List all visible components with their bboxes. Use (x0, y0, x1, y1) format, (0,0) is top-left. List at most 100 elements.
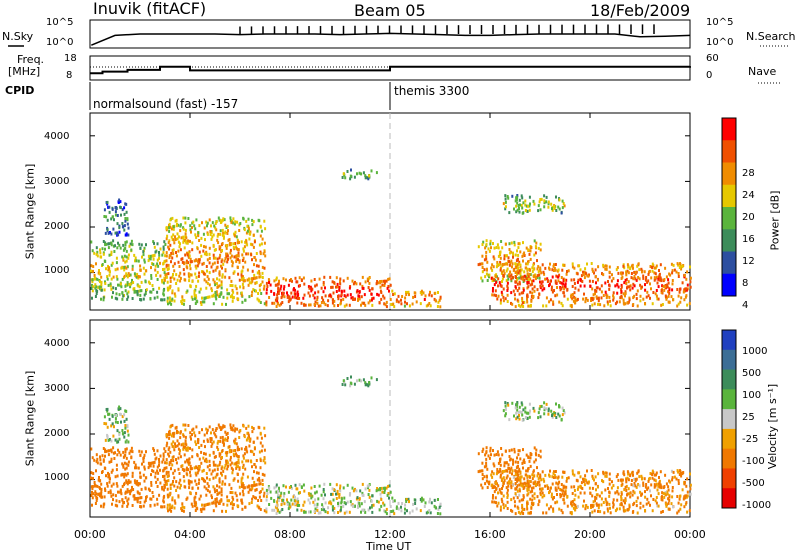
velocity-cell (655, 482, 658, 486)
velocity-cell (486, 475, 488, 479)
velocity-cell (201, 477, 203, 481)
power-cell (118, 226, 121, 230)
velocity-cell (364, 381, 367, 385)
power-cell (126, 281, 129, 285)
power-cell (573, 266, 576, 270)
power-cell (369, 299, 371, 303)
velocity-cell (99, 487, 101, 491)
velocity-colorbar-segment (722, 369, 736, 390)
velocity-cell (319, 511, 322, 515)
velocity-cell (337, 511, 339, 514)
velocity-cell (242, 463, 245, 467)
power-cell (403, 304, 406, 308)
velocity-cell (483, 465, 486, 469)
power-cell (603, 304, 606, 308)
velocity-cell (539, 476, 542, 480)
velocity-cell (110, 439, 113, 443)
velocity-cell (126, 429, 129, 433)
power-cell (171, 291, 174, 295)
velocity-cell (370, 499, 373, 503)
velocity-cell (655, 501, 658, 505)
velocity-cell (182, 447, 185, 451)
velocity-cell (612, 505, 615, 509)
power-cell (113, 218, 115, 222)
power-cell (343, 304, 346, 308)
power-cell (170, 302, 173, 306)
power-cell (428, 302, 431, 305)
power-cell (235, 257, 238, 261)
velocity-cell (140, 487, 143, 491)
velocity-cell (512, 496, 515, 500)
power-cell (516, 201, 519, 205)
power-cell (520, 194, 523, 198)
power-cell (654, 292, 657, 296)
power-cell (189, 263, 191, 267)
power-cell (539, 269, 542, 273)
power-cell (100, 297, 102, 301)
power-cell (560, 287, 563, 290)
power-cell (620, 288, 623, 291)
velocity-cell (514, 482, 517, 485)
velocity-cell (627, 478, 630, 482)
power-cell (594, 292, 596, 296)
power-cell (500, 240, 503, 243)
velocity-cell (345, 510, 348, 514)
velocity-cell (259, 482, 262, 486)
power-cell (370, 298, 373, 302)
power-cell (620, 283, 623, 287)
velocity-cell (485, 461, 488, 465)
power-cell (595, 281, 597, 285)
velocity-cell (518, 417, 521, 421)
power-cell (198, 271, 201, 275)
power-cell (514, 285, 517, 289)
power-cell (514, 275, 517, 278)
power-cell (407, 290, 410, 294)
velocity-cell (162, 488, 165, 492)
power-cell (480, 276, 483, 280)
power-cell (543, 205, 546, 209)
velocity-cell (288, 486, 291, 490)
velocity-cell (280, 509, 283, 513)
velocity-cell (376, 499, 379, 503)
power-cell (562, 202, 565, 205)
velocity-cell (352, 489, 355, 493)
power-cell (119, 205, 122, 209)
power-cell (411, 302, 414, 306)
velocity-cell (323, 482, 326, 486)
power-cell (335, 276, 338, 280)
velocity-cell (671, 489, 674, 493)
power-cell (584, 271, 587, 275)
velocity-cell (187, 446, 190, 450)
velocity-cell (660, 496, 663, 499)
power-cell (576, 272, 579, 276)
power-cell (560, 276, 563, 279)
power-cell (361, 301, 364, 305)
power-cell (678, 290, 681, 294)
noise-right-tick-lo: 10^0 (706, 37, 734, 48)
velocity-cell (156, 477, 159, 481)
power-cell (198, 224, 201, 228)
power-cell (220, 220, 223, 224)
power-cell (103, 215, 106, 218)
velocity-cell (162, 475, 164, 478)
power-cell (664, 285, 667, 289)
velocity-cell (100, 487, 103, 491)
power-cell (159, 261, 161, 265)
power-cell (201, 270, 203, 274)
velocity-cell (122, 450, 125, 454)
power-cell (360, 172, 363, 176)
power-cell (597, 302, 599, 306)
velocity-cell (165, 461, 168, 465)
power-cell (427, 303, 430, 307)
velocity-cell (253, 447, 256, 451)
velocity-cell (684, 502, 687, 506)
power-cell (336, 282, 339, 286)
velocity-cell (171, 504, 174, 508)
velocity-cell (358, 497, 361, 501)
power-cell (546, 277, 549, 281)
velocity-cell (540, 404, 543, 408)
velocity-cell (150, 483, 153, 487)
power-cell (139, 246, 142, 250)
power-cell (118, 230, 121, 234)
velocity-cell (263, 457, 266, 461)
